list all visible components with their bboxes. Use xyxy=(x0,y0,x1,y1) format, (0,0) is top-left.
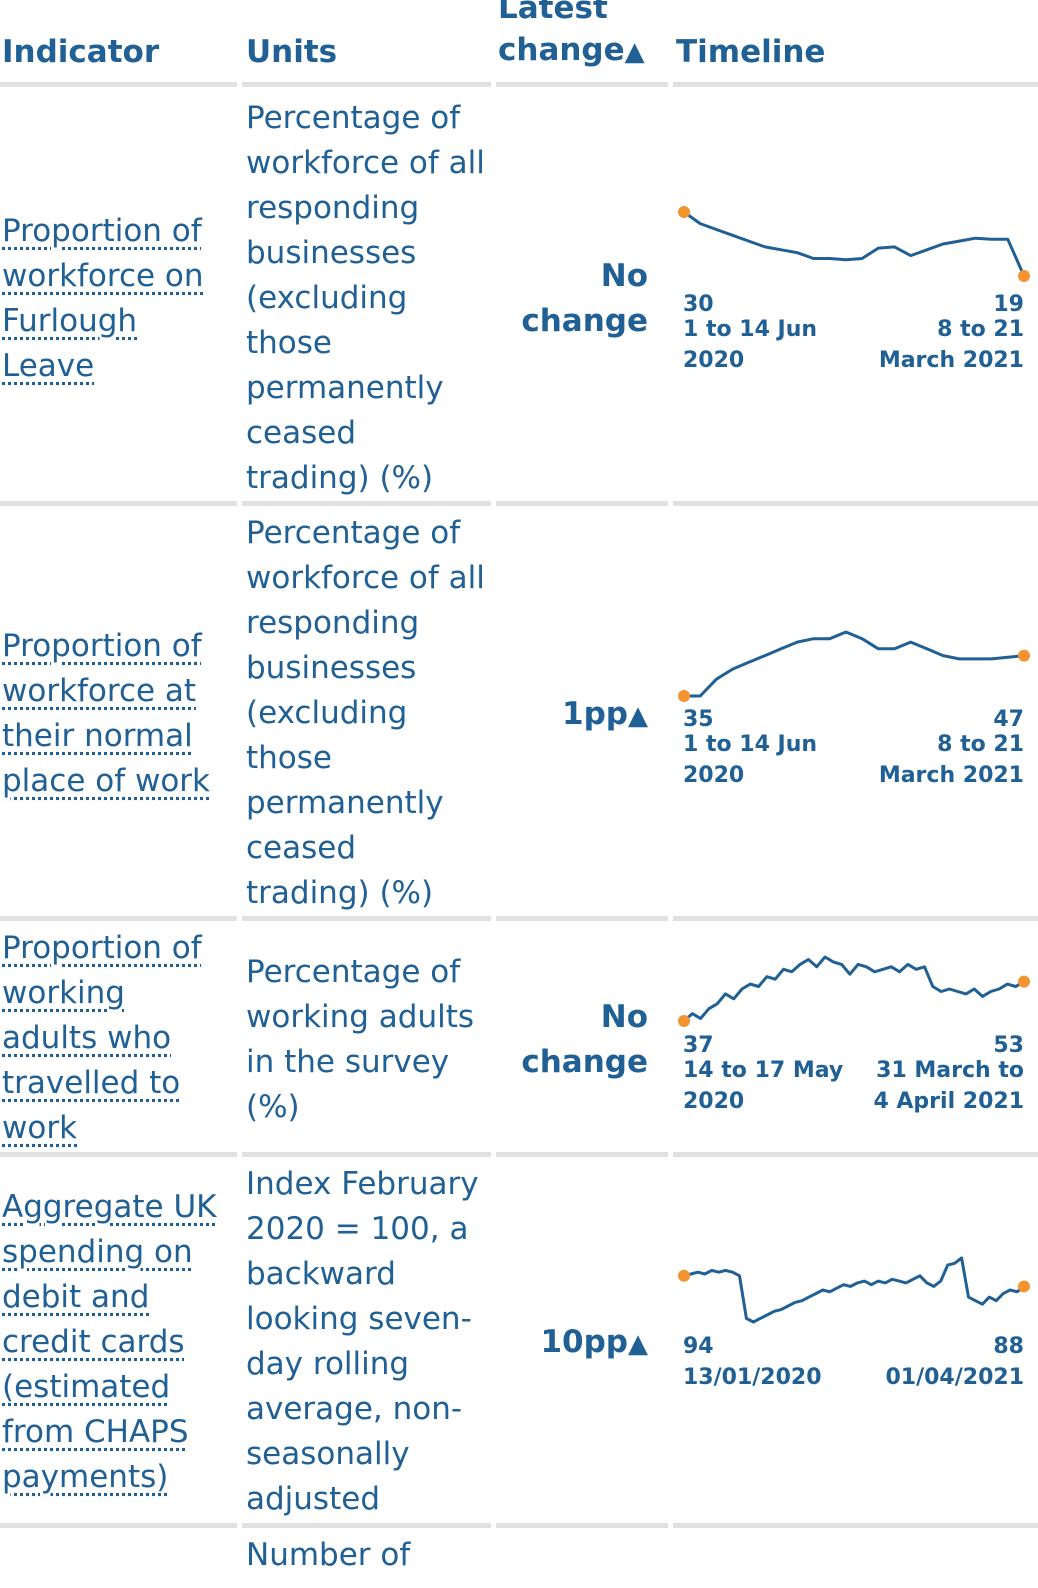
sparkline-start-label: 30 1 to 14 Jun 2020 xyxy=(683,290,817,375)
sparkline-end-marker xyxy=(1018,649,1030,662)
column-header-latest-change-line1: Latest xyxy=(498,0,608,26)
sparkline-end-date: 8 to 21 xyxy=(937,732,1024,757)
table-row: Aggregate UK spending on debit and credi… xyxy=(0,1157,1038,1528)
table-header: Indicator Units Latest change▲ Timeline xyxy=(0,0,1038,87)
units-text: Index February 2020 = 100, a backward lo… xyxy=(246,1166,479,1517)
table-row: Proportion of workforce at their normal … xyxy=(0,506,1038,921)
indicator-link[interactable]: Proportion of working adults who travell… xyxy=(2,930,202,1146)
column-header-timeline-label: Timeline xyxy=(676,34,826,70)
sparkline-start-label: 35 1 to 14 Jun 2020 xyxy=(683,705,817,790)
sparkline-start-label: 94 13/01/2020 xyxy=(683,1332,822,1392)
sparkline-start-value: 94 xyxy=(683,1334,714,1359)
units-text: Percentage of workforce of all respondin… xyxy=(246,515,485,911)
sparkline-line xyxy=(684,630,1025,698)
sparkline-end-date: 8 to 21 xyxy=(937,317,1024,342)
sparkline-end-value: 47 xyxy=(993,707,1024,732)
sparkline-start-marker xyxy=(678,1015,690,1027)
units-text: Percentage of workforce of all respondin… xyxy=(246,100,485,496)
sparkline-start-value: 35 xyxy=(683,707,714,732)
latest-change: No change xyxy=(478,254,648,346)
sparkline xyxy=(678,630,1030,702)
sparkline-end-year: March 2021 xyxy=(878,348,1024,373)
sparkline-line xyxy=(683,210,1026,277)
sparkline-end-label: 19 8 to 21 March 2021 xyxy=(879,290,1024,375)
column-header-latest-change[interactable]: Latest change▲ xyxy=(496,0,668,87)
sparkline-end-value: 88 xyxy=(993,1334,1024,1359)
sparkline-start-date: 1 to 14 Jun xyxy=(683,317,818,342)
table-row: Proportion of workforce on Furlough Leav… xyxy=(0,86,1038,506)
sparkline-end-date: 01/04/2021 xyxy=(885,1365,1024,1390)
sparkline-end-value: 19 xyxy=(993,292,1024,317)
sparkline-end-year: March 2021 xyxy=(878,763,1024,788)
sparkline xyxy=(678,955,1030,1027)
column-header-units[interactable]: Units xyxy=(242,0,491,87)
column-header-latest-change-label: change xyxy=(498,32,625,68)
up-arrow-icon: ▲ xyxy=(628,701,648,731)
column-header-timeline[interactable]: Timeline xyxy=(673,0,1038,87)
sparkline-end-label: 47 8 to 21 March 2021 xyxy=(879,705,1024,790)
indicator-link[interactable]: Aggregate UK spending on debit and credi… xyxy=(2,1189,217,1495)
latest-change: No change xyxy=(478,995,648,1087)
sparkline-line xyxy=(683,1256,1025,1324)
sparkline-start-marker xyxy=(678,1269,690,1282)
sparkline-line xyxy=(683,955,1025,1023)
sparkline-start-value: 30 xyxy=(683,292,714,317)
column-header-indicator-label: Indicator xyxy=(2,34,160,70)
sparkline-start-label: 37 14 to 17 May 2020 xyxy=(683,1031,843,1116)
indicator-link[interactable]: Proportion of workforce on Furlough Leav… xyxy=(2,213,204,384)
sparkline xyxy=(678,1256,1030,1324)
latest-change: 1pp▲ xyxy=(478,692,648,739)
sparkline-end-date: 31 March to xyxy=(876,1058,1024,1083)
up-arrow-icon: ▲ xyxy=(628,1329,648,1359)
sparkline-start-date: 13/01/2020 xyxy=(683,1365,822,1390)
sparkline-start-year: 2020 xyxy=(683,348,745,373)
column-header-indicator[interactable]: Indicator xyxy=(0,0,237,87)
sparkline-start-date: 1 to 14 Jun xyxy=(683,732,818,757)
units-text: Percentage of working adults in the surv… xyxy=(246,954,475,1125)
sparkline-end-label: 53 31 March to 4 April 2021 xyxy=(873,1031,1024,1116)
sparkline xyxy=(678,206,1030,282)
latest-change: 10pp▲ xyxy=(478,1320,648,1367)
table-row: Number of xyxy=(0,1528,1038,1588)
sort-ascending-icon[interactable]: ▲ xyxy=(624,37,645,67)
units-text: Number of xyxy=(246,1537,411,1573)
latest-change-value: No change xyxy=(521,999,648,1080)
sparkline-end-marker xyxy=(1018,975,1030,988)
column-header-units-label: Units xyxy=(246,34,338,70)
sparkline-end-marker xyxy=(1018,1280,1030,1293)
sparkline-start-marker xyxy=(678,206,690,218)
sparkline-start-year: 2020 xyxy=(683,1089,745,1114)
column-header-latest-change-line2: change▲ xyxy=(498,28,645,74)
sparkline-start-value: 37 xyxy=(683,1033,714,1058)
sparkline-start-date: 14 to 17 May xyxy=(683,1058,844,1083)
sparkline-end-label: 88 01/04/2021 xyxy=(885,1332,1024,1392)
table-row: Proportion of working adults who travell… xyxy=(0,921,1038,1157)
sparkline-start-marker xyxy=(678,690,690,702)
sparkline-end-value: 53 xyxy=(993,1033,1024,1058)
latest-change-value: No change xyxy=(521,258,648,339)
sparkline-end-year: 4 April 2021 xyxy=(873,1089,1024,1114)
sparkline-start-year: 2020 xyxy=(683,763,745,788)
latest-change-value: 1pp xyxy=(562,696,628,732)
sparkline-end-marker xyxy=(1018,270,1030,282)
indicator-link[interactable]: Proportion of workforce at their normal … xyxy=(2,628,211,799)
latest-change-value: 10pp xyxy=(540,1324,628,1360)
